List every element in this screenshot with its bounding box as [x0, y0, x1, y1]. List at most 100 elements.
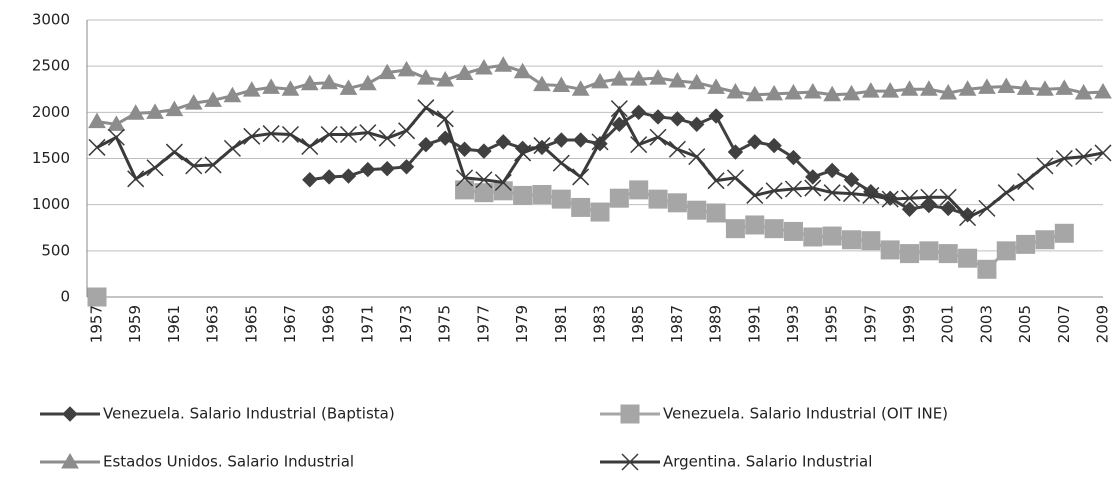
point: [958, 248, 978, 268]
y-tick-label: 2500: [32, 57, 70, 75]
point: [572, 168, 590, 186]
point: [223, 139, 241, 157]
point: [630, 136, 648, 154]
point: [939, 83, 958, 100]
point: [668, 140, 686, 158]
x-tick-label: 1971: [358, 305, 376, 343]
y-tick-label: 500: [41, 241, 70, 259]
point: [417, 69, 435, 85]
point: [1094, 144, 1112, 162]
legend-label: Venezuela. Salario Industrial (OIT INE): [663, 405, 948, 423]
point: [784, 180, 802, 198]
point: [764, 219, 784, 239]
point: [996, 241, 1016, 261]
point: [533, 137, 551, 155]
point: [689, 116, 705, 133]
point: [687, 200, 707, 220]
point: [378, 129, 396, 147]
legend-marker: [62, 406, 78, 422]
x-tick-label: 2007: [1055, 305, 1073, 343]
point: [165, 143, 183, 161]
point: [610, 70, 629, 86]
point: [747, 134, 763, 150]
point: [571, 197, 591, 217]
point: [1016, 234, 1036, 254]
point: [843, 172, 860, 188]
point: [823, 85, 842, 102]
point: [803, 83, 822, 99]
point: [629, 70, 648, 86]
y-tick-label: 1500: [32, 149, 70, 167]
point: [669, 111, 686, 127]
legend-label: Argentina. Salario Industrial: [663, 453, 872, 471]
point: [978, 199, 996, 217]
point: [901, 201, 918, 217]
point: [940, 200, 956, 217]
point: [379, 160, 395, 177]
point: [552, 154, 570, 172]
point: [939, 188, 957, 206]
point: [551, 189, 571, 209]
point: [1055, 79, 1074, 95]
point: [842, 84, 861, 101]
point: [959, 209, 977, 227]
point: [320, 73, 339, 90]
point: [1035, 230, 1055, 250]
point: [649, 69, 667, 85]
point: [629, 180, 649, 200]
point: [861, 82, 880, 98]
point: [397, 60, 416, 77]
point: [378, 63, 397, 80]
x-tick-label: 1973: [397, 305, 415, 343]
point: [358, 74, 377, 91]
point: [360, 161, 376, 178]
x-tick-label: 1963: [204, 305, 222, 343]
point: [766, 137, 782, 154]
x-tick-label: 2003: [977, 305, 995, 343]
point: [127, 170, 145, 188]
point: [610, 100, 628, 118]
point: [126, 104, 145, 120]
point: [648, 189, 668, 209]
point: [476, 143, 492, 159]
x-tick-label: 1975: [436, 305, 454, 343]
point: [223, 86, 242, 103]
point: [1017, 173, 1035, 191]
point: [339, 79, 358, 95]
x-tick-label: 1967: [281, 305, 299, 343]
point: [688, 148, 706, 166]
point: [921, 197, 937, 214]
point: [417, 99, 435, 117]
y-tick-label: 3000: [32, 11, 70, 29]
point: [706, 203, 726, 223]
point: [900, 244, 920, 264]
x-tick-label: 1957: [88, 305, 106, 343]
point: [514, 144, 532, 162]
point: [1074, 83, 1093, 100]
point: [572, 132, 589, 148]
point: [708, 108, 724, 124]
x-tick-label: 1991: [745, 305, 763, 343]
point: [455, 180, 475, 200]
point: [784, 83, 803, 100]
x-tick-label: 1983: [591, 305, 609, 343]
point: [590, 202, 610, 222]
point: [321, 169, 337, 185]
point: [493, 181, 513, 201]
point: [977, 259, 997, 279]
x-tick-label: 1977: [474, 305, 492, 343]
point: [746, 186, 764, 204]
point: [301, 137, 319, 156]
point: [881, 82, 900, 98]
point: [320, 125, 338, 144]
point: [456, 169, 474, 187]
point: [513, 62, 532, 79]
point: [436, 71, 455, 87]
point: [302, 172, 318, 188]
point: [204, 91, 222, 107]
point: [842, 185, 861, 203]
point: [184, 94, 203, 110]
x-tick-label: 1959: [126, 305, 144, 343]
point: [1094, 83, 1112, 99]
